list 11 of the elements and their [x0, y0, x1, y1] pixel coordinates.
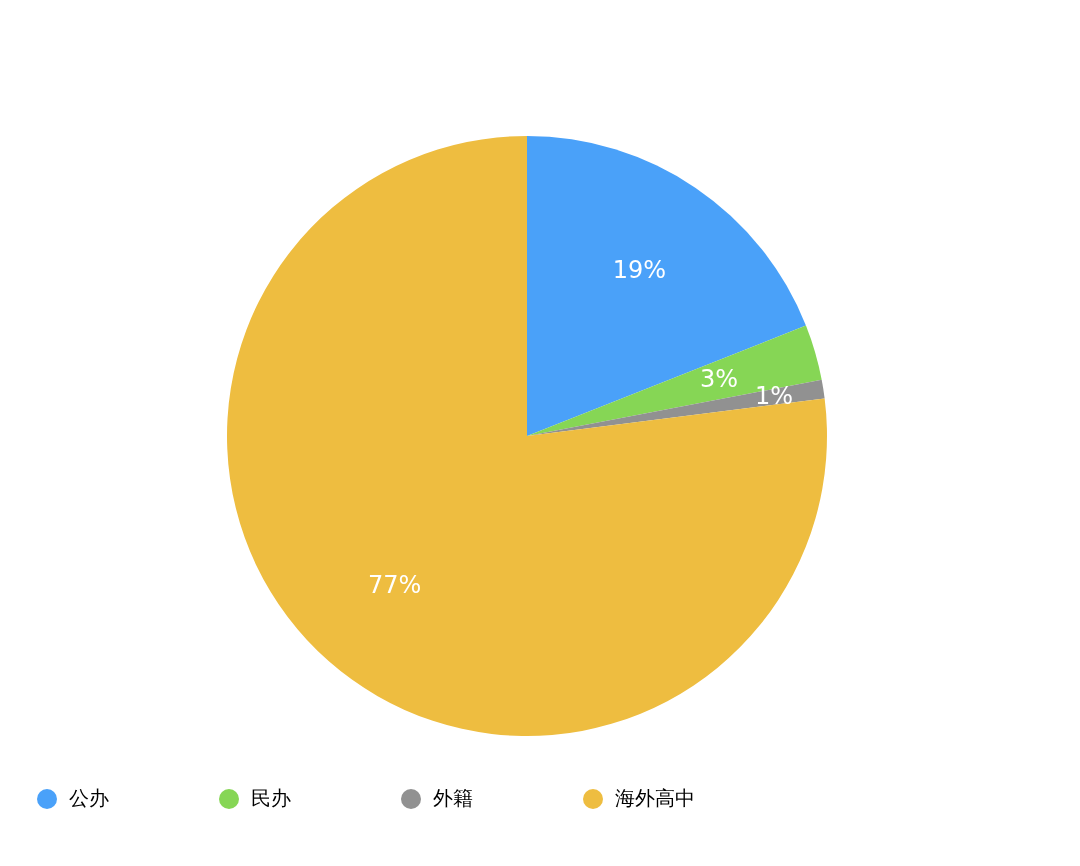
pie-slice: [527, 325, 822, 436]
pie-slice: [227, 136, 827, 736]
legend-label: 公办: [69, 786, 109, 810]
legend-label: 民办: [251, 786, 291, 810]
data-label: 3%: [700, 365, 739, 394]
legend-label: 外籍: [433, 786, 473, 810]
data-label: 77%: [368, 571, 422, 600]
data-label: 19%: [612, 255, 667, 284]
data-label: 1%: [754, 381, 793, 410]
legend-label: 海外高中: [615, 786, 695, 810]
pie-slice: [527, 136, 806, 436]
